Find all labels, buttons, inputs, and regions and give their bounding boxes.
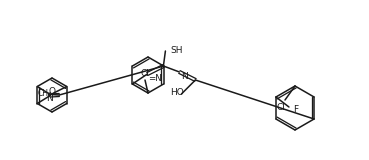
Text: =N: =N xyxy=(148,73,162,83)
Text: N: N xyxy=(182,72,188,80)
Text: Cl: Cl xyxy=(141,68,149,77)
Text: Cl: Cl xyxy=(276,103,286,112)
Text: HO: HO xyxy=(170,88,184,96)
Text: F: F xyxy=(293,104,299,113)
Text: O: O xyxy=(49,87,56,96)
Text: N: N xyxy=(46,94,53,103)
Text: SH: SH xyxy=(170,45,183,55)
Text: CH₃: CH₃ xyxy=(38,89,52,98)
